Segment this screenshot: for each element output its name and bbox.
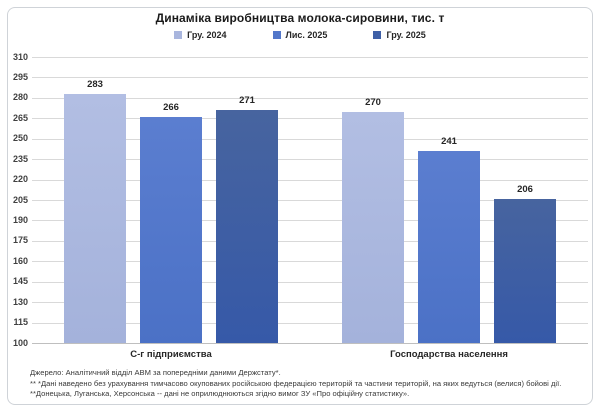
bar-value-label: 241 — [441, 136, 457, 147]
y-axis-tick-190: 190 — [12, 214, 28, 225]
x-axis-category-label: Господарства населення — [390, 349, 508, 360]
bar-Гру. 2024-Господарства населення — [342, 111, 404, 343]
bar-value-label: 283 — [87, 78, 103, 90]
y-axis-tick-250: 250 — [12, 133, 28, 144]
y-axis-tick-145: 145 — [12, 276, 28, 287]
legend-label: Лис. 2025 — [285, 30, 328, 40]
y-axis-tick-160: 160 — [12, 255, 28, 266]
gridline-250 — [32, 138, 588, 140]
y-axis-tick-295: 295 — [12, 71, 28, 82]
gridline-205 — [32, 200, 588, 201]
y-axis-tick-265: 265 — [12, 112, 28, 123]
gridline-160 — [32, 261, 588, 263]
gridline-115 — [32, 322, 588, 324]
legend-label: Гру. 2024 — [187, 30, 227, 40]
gridline-265 — [32, 118, 588, 120]
gridline-130 — [32, 302, 588, 304]
gridline-310 — [32, 57, 588, 58]
footnote-regions: **Донецька, Луганська, Херсонська -- дан… — [30, 389, 410, 398]
x-axis-category-label: С-г підприємства — [130, 349, 212, 360]
y-axis-tick-130: 130 — [12, 296, 28, 307]
gridline-145 — [32, 281, 588, 283]
legend-swatch-icon — [174, 31, 183, 39]
gridline-190 — [32, 220, 588, 222]
legend-item-3: Гру. 2025 — [373, 30, 426, 40]
gridline-295 — [32, 77, 588, 79]
footnotes: Джерело: Аналітичний відділ АВМ за попер… — [30, 368, 575, 400]
y-axis-tick-100: 100 — [12, 337, 28, 348]
gridline-175 — [32, 240, 588, 242]
y-axis-tick-175: 175 — [12, 235, 28, 246]
bar-value-label: 266 — [163, 101, 179, 113]
bar-value-label: 271 — [239, 95, 255, 107]
legend-label: Гру. 2025 — [386, 30, 426, 40]
bar-value-label: 206 — [517, 183, 533, 195]
bar-value-label: 270 — [365, 96, 381, 108]
y-axis-tick-280: 280 — [12, 92, 28, 103]
bar-Лис. 2025-Господарства населення — [418, 151, 480, 343]
y-axis-tick-235: 235 — [12, 153, 28, 164]
footnote-occupied-territories: ** *Дані наведено без урахування тимчасо… — [30, 378, 562, 388]
bar-Гру. 2024-С-г підприємства — [64, 93, 126, 343]
legend-swatch-icon — [272, 31, 281, 39]
gridline-235 — [32, 159, 588, 161]
gridline-220 — [32, 179, 588, 181]
chart-legend: Гру. 2024 Лис. 2025 Гру. 2025 — [0, 30, 600, 40]
gridline-100 — [32, 343, 588, 344]
y-axis-tick-205: 205 — [12, 194, 28, 205]
y-axis-tick-220: 220 — [12, 174, 28, 185]
chart-title: Динаміка виробництва молока-сировини, ти… — [155, 11, 445, 25]
y-axis-tick-115: 115 — [13, 317, 28, 328]
legend-item-1: Гру. 2024 — [174, 30, 227, 40]
bar-Лис. 2025-С-г підприємства — [140, 116, 202, 343]
gridline-280 — [32, 97, 588, 99]
bar-Гру. 2025-С-г підприємства — [216, 110, 278, 343]
legend-swatch-icon — [373, 31, 382, 39]
y-axis-tick-310: 310 — [12, 51, 28, 62]
source-note: Джерело: Аналітичний відділ АВМ за попер… — [30, 368, 281, 377]
bar-Гру. 2025-Господарства населення — [494, 198, 556, 343]
legend-item-2: Лис. 2025 — [272, 30, 328, 40]
